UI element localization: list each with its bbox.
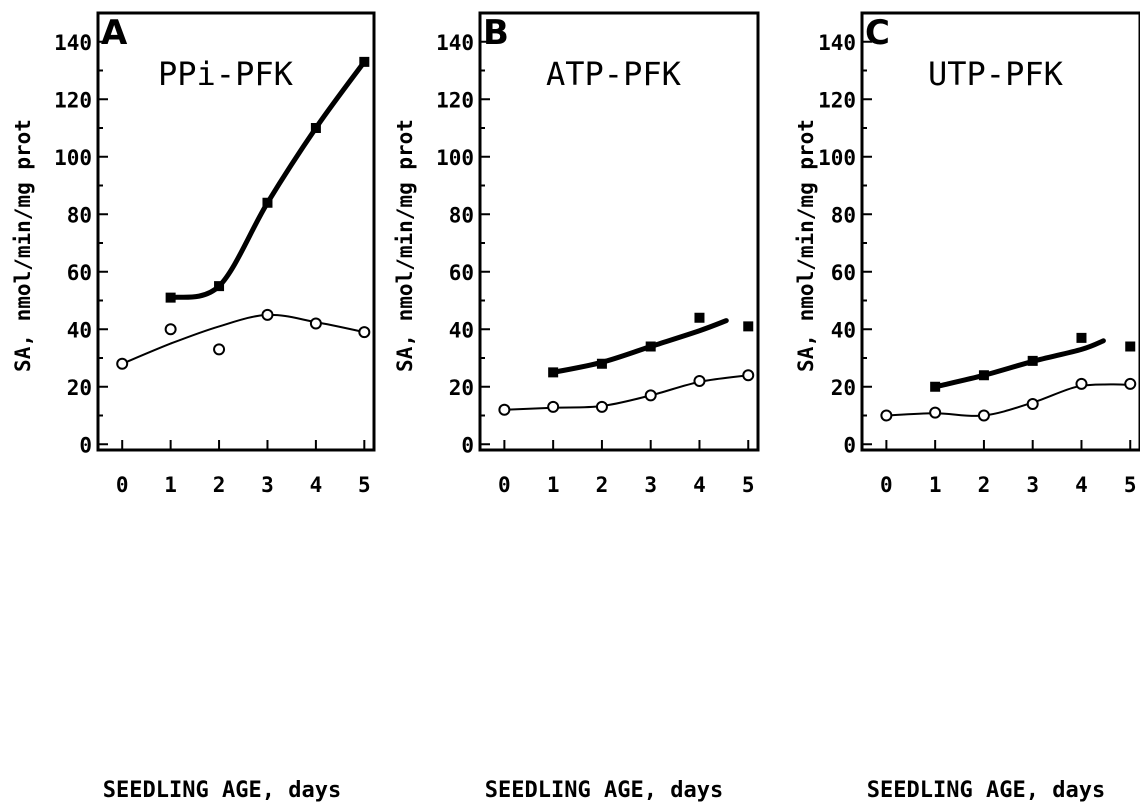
y-tick-label: 140 (436, 31, 474, 55)
data-point-circle (213, 343, 226, 356)
series-line-filled-square (168, 59, 367, 301)
x-tick-label: 0 (880, 473, 893, 497)
data-point-circle (116, 357, 129, 370)
data-point-circle (261, 308, 274, 321)
x-axis-label: SEEDLING AGE, days (485, 778, 723, 803)
data-point-square (596, 358, 607, 369)
y-tick-label: 0 (461, 433, 474, 457)
chart-title: PPi-PFK (158, 55, 294, 93)
data-point-circle (693, 375, 706, 387)
data-point-circle (1124, 377, 1137, 390)
data-point-circle (977, 409, 990, 422)
y-tick-label: 100 (54, 146, 92, 170)
chart-title: UTP-PFK (928, 55, 1064, 93)
x-tick-label: 5 (358, 473, 371, 497)
y-tick-label: 60 (67, 261, 92, 285)
panel-b: 0 20 40 60 80 100 120 140 0 1 2 3 4 5 B ATP-PFK SA, nmol… (393, 11, 760, 803)
plot-frame (96, 11, 376, 452)
data-point-square (1125, 341, 1136, 352)
panel-letter: A (101, 13, 128, 53)
x-tick-label: 2 (596, 473, 609, 497)
data-point-circle (498, 403, 511, 416)
y-tick-label: 0 (843, 433, 856, 457)
x-tick-label: 2 (213, 473, 226, 497)
x-tick-label: 4 (1075, 473, 1088, 497)
panel-c: 0 20 40 60 80 100 120 140 0 1 2 3 4 5 C UTP-PFK SA, nmol… (794, 11, 1140, 803)
x-tick-label: 4 (310, 473, 323, 497)
y-tick-label: 80 (67, 203, 92, 227)
data-point-circle (595, 400, 608, 413)
data-point-square (548, 367, 559, 378)
data-point-circle (1026, 398, 1039, 410)
y-tick-label: 40 (67, 318, 92, 342)
series-line-open-circle (885, 383, 1132, 417)
data-point-circle (880, 409, 893, 422)
data-point-square (694, 312, 705, 323)
y-tick-label: 100 (818, 146, 856, 170)
y-tick-label: 140 (818, 31, 856, 55)
y-tick-label: 20 (67, 376, 92, 400)
y-tick-label: 60 (831, 261, 856, 285)
panel-letter: C (865, 13, 890, 53)
data-point-square (214, 281, 225, 292)
x-tick-label: 3 (644, 473, 657, 497)
x-tick-label: 5 (742, 473, 755, 497)
data-point-circle (644, 389, 657, 402)
data-point-square (165, 292, 176, 303)
x-tick-label: 5 (1124, 473, 1137, 497)
data-point-square (359, 56, 370, 67)
y-tick-label: 140 (54, 31, 92, 55)
y-axis-label: SA, nmol/min/mg prot (393, 119, 417, 372)
x-tick-label: 2 (978, 473, 991, 497)
data-point-circle (1075, 377, 1088, 390)
y-tick-label: 40 (449, 318, 474, 342)
data-point-circle (929, 406, 942, 419)
x-tick-label: 0 (498, 473, 511, 497)
panel-a: 0 20 40 60 80 100 120 140 0 1 2 3 4 5 A PPi-PFK SA, nmol… (11, 11, 376, 803)
x-tick-label: 4 (693, 473, 706, 497)
x-axis-label: SEEDLING AGE, days (867, 778, 1105, 803)
y-axis-label: SA, nmol/min/mg prot (11, 119, 35, 372)
data-point-circle (358, 326, 371, 339)
data-point-square (1027, 355, 1038, 366)
series-line-filled-square (550, 318, 729, 375)
data-point-circle (547, 400, 560, 413)
data-point-circle (742, 369, 755, 382)
x-tick-label: 3 (261, 473, 274, 497)
data-point-square (978, 370, 989, 381)
x-tick-label: 3 (1026, 473, 1039, 497)
y-tick-label: 120 (818, 88, 856, 112)
y-tick-label: 20 (449, 376, 474, 400)
data-point-circle (164, 323, 177, 336)
y-axis-label: SA, nmol/min/mg prot (794, 119, 818, 372)
y-tick-label: 80 (449, 203, 474, 227)
data-point-square (645, 341, 656, 352)
x-tick-label: 0 (116, 473, 129, 497)
series-line-open-circle (503, 374, 750, 411)
y-tick-label: 0 (79, 433, 92, 457)
panel-letter: B (483, 13, 509, 53)
y-tick-label: 120 (54, 88, 92, 112)
y-tick-label: 80 (831, 203, 856, 227)
x-tick-label: 1 (547, 473, 560, 497)
data-point-square (310, 123, 321, 133)
y-tick-label: 120 (436, 88, 474, 112)
x-tick-label: 1 (164, 473, 177, 497)
y-tick-label: 100 (436, 146, 474, 170)
plot-frame (860, 11, 1140, 452)
data-point-square (930, 381, 941, 392)
plot-frame (478, 11, 760, 452)
x-tick-label: 1 (929, 473, 942, 497)
y-tick-label: 60 (449, 261, 474, 285)
data-point-square (743, 321, 754, 332)
y-tick-label: 40 (831, 318, 856, 342)
series-line-open-circle (121, 313, 366, 365)
chart-title: ATP-PFK (546, 55, 682, 93)
data-point-circle (309, 317, 322, 330)
y-tick-label: 20 (831, 376, 856, 400)
x-axis-label: SEEDLING AGE, days (103, 778, 341, 803)
data-point-square (262, 197, 273, 208)
data-point-square (1076, 332, 1087, 343)
